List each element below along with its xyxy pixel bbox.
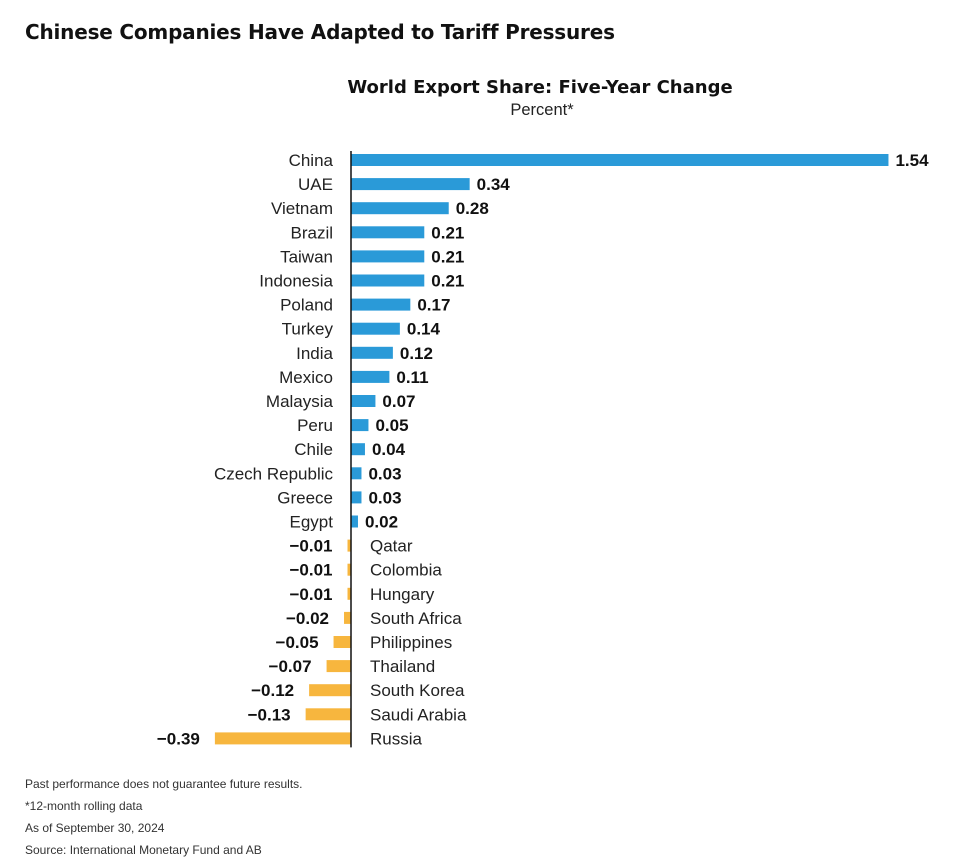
value-label-malaysia: 0.07 bbox=[382, 392, 415, 411]
category-label-czech-republic: Czech Republic bbox=[214, 464, 334, 483]
bar-mexico bbox=[351, 370, 390, 383]
category-label-vietnam: Vietnam bbox=[271, 199, 333, 218]
value-label-czech-republic: 0.03 bbox=[368, 464, 401, 483]
footnotes: Past performance does not guarantee futu… bbox=[25, 776, 303, 864]
category-label-poland: Poland bbox=[280, 296, 333, 315]
category-label-qatar: Qatar bbox=[370, 537, 413, 556]
value-label-hungary: −0.01 bbox=[289, 585, 332, 604]
value-label-peru: 0.05 bbox=[375, 416, 408, 435]
bar-chile bbox=[351, 443, 365, 456]
bar-russia bbox=[214, 732, 351, 745]
bar-malaysia bbox=[351, 395, 376, 407]
bar-hungary bbox=[347, 587, 351, 600]
bar-uae bbox=[351, 178, 470, 191]
category-label-egypt: Egypt bbox=[290, 513, 334, 532]
category-label-saudi-arabia: Saudi Arabia bbox=[370, 705, 467, 724]
category-label-thailand: Thailand bbox=[370, 657, 435, 676]
value-label-saudi-arabia: −0.13 bbox=[248, 705, 291, 724]
bar-thailand bbox=[326, 660, 351, 673]
bar-indonesia bbox=[351, 274, 425, 287]
bar-turkey bbox=[351, 322, 400, 335]
category-label-philippines: Philippines bbox=[370, 633, 452, 652]
category-label-brazil: Brazil bbox=[290, 223, 333, 242]
value-label-turkey: 0.14 bbox=[407, 320, 441, 339]
value-label-chile: 0.04 bbox=[372, 440, 406, 459]
value-label-mexico: 0.11 bbox=[396, 368, 428, 387]
value-label-taiwan: 0.21 bbox=[431, 247, 464, 266]
footnote-disclaimer: Past performance does not guarantee futu… bbox=[25, 777, 303, 791]
category-label-china: China bbox=[289, 151, 334, 170]
bar-saudi-arabia bbox=[305, 708, 351, 721]
value-label-poland: 0.17 bbox=[417, 296, 450, 315]
value-label-colombia: −0.01 bbox=[289, 561, 332, 580]
bar-egypt bbox=[351, 515, 358, 528]
bar-peru bbox=[351, 419, 369, 432]
bar-qatar bbox=[347, 539, 351, 552]
value-label-greece: 0.03 bbox=[368, 488, 401, 507]
category-label-malaysia: Malaysia bbox=[266, 392, 334, 411]
bar-south-korea bbox=[309, 684, 351, 697]
bar-india bbox=[351, 346, 393, 359]
category-label-russia: Russia bbox=[370, 729, 423, 748]
footnote-rolling-data: *12-month rolling data bbox=[25, 799, 143, 813]
bar-brazil bbox=[351, 226, 425, 239]
bar-poland bbox=[351, 298, 411, 311]
value-label-china: 1.54 bbox=[895, 151, 929, 170]
category-label-colombia: Colombia bbox=[370, 561, 442, 580]
value-label-egypt: 0.02 bbox=[365, 513, 398, 532]
value-label-brazil: 0.21 bbox=[431, 223, 464, 242]
bar-china bbox=[351, 154, 889, 166]
category-label-turkey: Turkey bbox=[282, 320, 334, 339]
value-label-india: 0.12 bbox=[400, 344, 433, 363]
category-label-uae: UAE bbox=[298, 175, 333, 194]
page-title: Chinese Companies Have Adapted to Tariff… bbox=[25, 20, 615, 44]
category-label-hungary: Hungary bbox=[370, 585, 435, 604]
category-label-chile: Chile bbox=[294, 440, 333, 459]
value-label-thailand: −0.07 bbox=[269, 657, 312, 676]
value-label-indonesia: 0.21 bbox=[431, 272, 464, 291]
footnote-as-of-date: As of September 30, 2024 bbox=[25, 821, 165, 835]
category-label-greece: Greece bbox=[277, 488, 333, 507]
value-label-south-africa: −0.02 bbox=[286, 609, 329, 628]
category-label-peru: Peru bbox=[297, 416, 333, 435]
footnote-source: Source: International Monetary Fund and … bbox=[25, 843, 262, 857]
value-label-qatar: −0.01 bbox=[289, 537, 332, 556]
bar-vietnam bbox=[351, 202, 449, 215]
category-label-south-korea: South Korea bbox=[370, 681, 465, 700]
category-label-south-africa: South Africa bbox=[370, 609, 462, 628]
bar-philippines bbox=[333, 636, 351, 648]
category-label-indonesia: Indonesia bbox=[259, 272, 333, 291]
category-label-india: India bbox=[296, 344, 333, 363]
value-label-south-korea: −0.12 bbox=[251, 681, 294, 700]
bar-colombia bbox=[347, 563, 351, 576]
value-label-uae: 0.34 bbox=[477, 175, 511, 194]
category-label-mexico: Mexico bbox=[279, 368, 333, 387]
value-label-russia: −0.39 bbox=[157, 729, 200, 748]
chart-title: World Export Share: Five-Year Change bbox=[347, 77, 733, 98]
value-label-vietnam: 0.28 bbox=[456, 199, 489, 218]
category-label-taiwan: Taiwan bbox=[280, 247, 333, 266]
bar-south-africa bbox=[344, 611, 351, 624]
bar-czech-republic bbox=[351, 467, 362, 480]
bar-chart: China 1.54 UAE 0.34 Vietnam 0.28 Brazil 0.21 Tai… bbox=[157, 151, 929, 748]
bar-greece bbox=[351, 491, 362, 504]
value-label-philippines: −0.05 bbox=[276, 633, 319, 652]
chart-subtitle: Percent* bbox=[510, 101, 574, 119]
bar-taiwan bbox=[351, 250, 425, 263]
